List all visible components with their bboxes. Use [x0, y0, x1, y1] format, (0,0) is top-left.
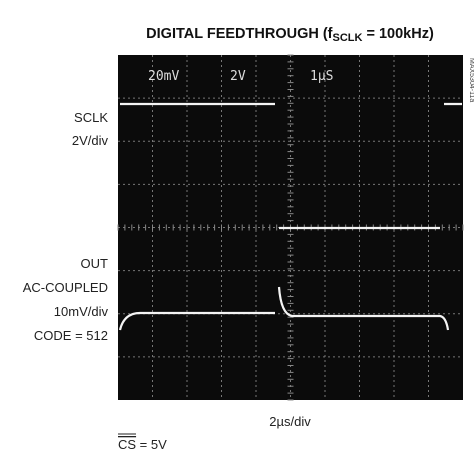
scope-label: 2V	[230, 69, 246, 84]
figure-id: MAX5304-11a	[468, 58, 474, 102]
scope-label: 1µS	[310, 69, 333, 84]
label: 10mV/div	[54, 304, 109, 319]
cs-name: CS	[118, 437, 136, 452]
label: AC-COUPLED	[23, 280, 108, 295]
title-text: = 100kHz)	[362, 26, 434, 42]
title-text: DIGITAL FEEDTHROUGH (f	[146, 26, 333, 42]
label: SCLK	[74, 110, 108, 125]
cs-value: = 5V	[136, 437, 167, 452]
time-div: 2µs/div	[269, 414, 311, 429]
title-subscript: SCLK	[333, 32, 363, 44]
title: DIGITAL FEEDTHROUGH (fSCLK = 100kHz)	[146, 26, 434, 44]
label: CODE = 512	[34, 328, 108, 343]
label: OUT	[81, 256, 109, 271]
page: DIGITAL FEEDTHROUGH (fSCLK = 100kHz) 20m…	[0, 0, 474, 454]
scope-label: 20mV	[148, 69, 179, 84]
cs-note: CS = 5V	[118, 437, 167, 452]
label: 2V/div	[72, 133, 109, 148]
